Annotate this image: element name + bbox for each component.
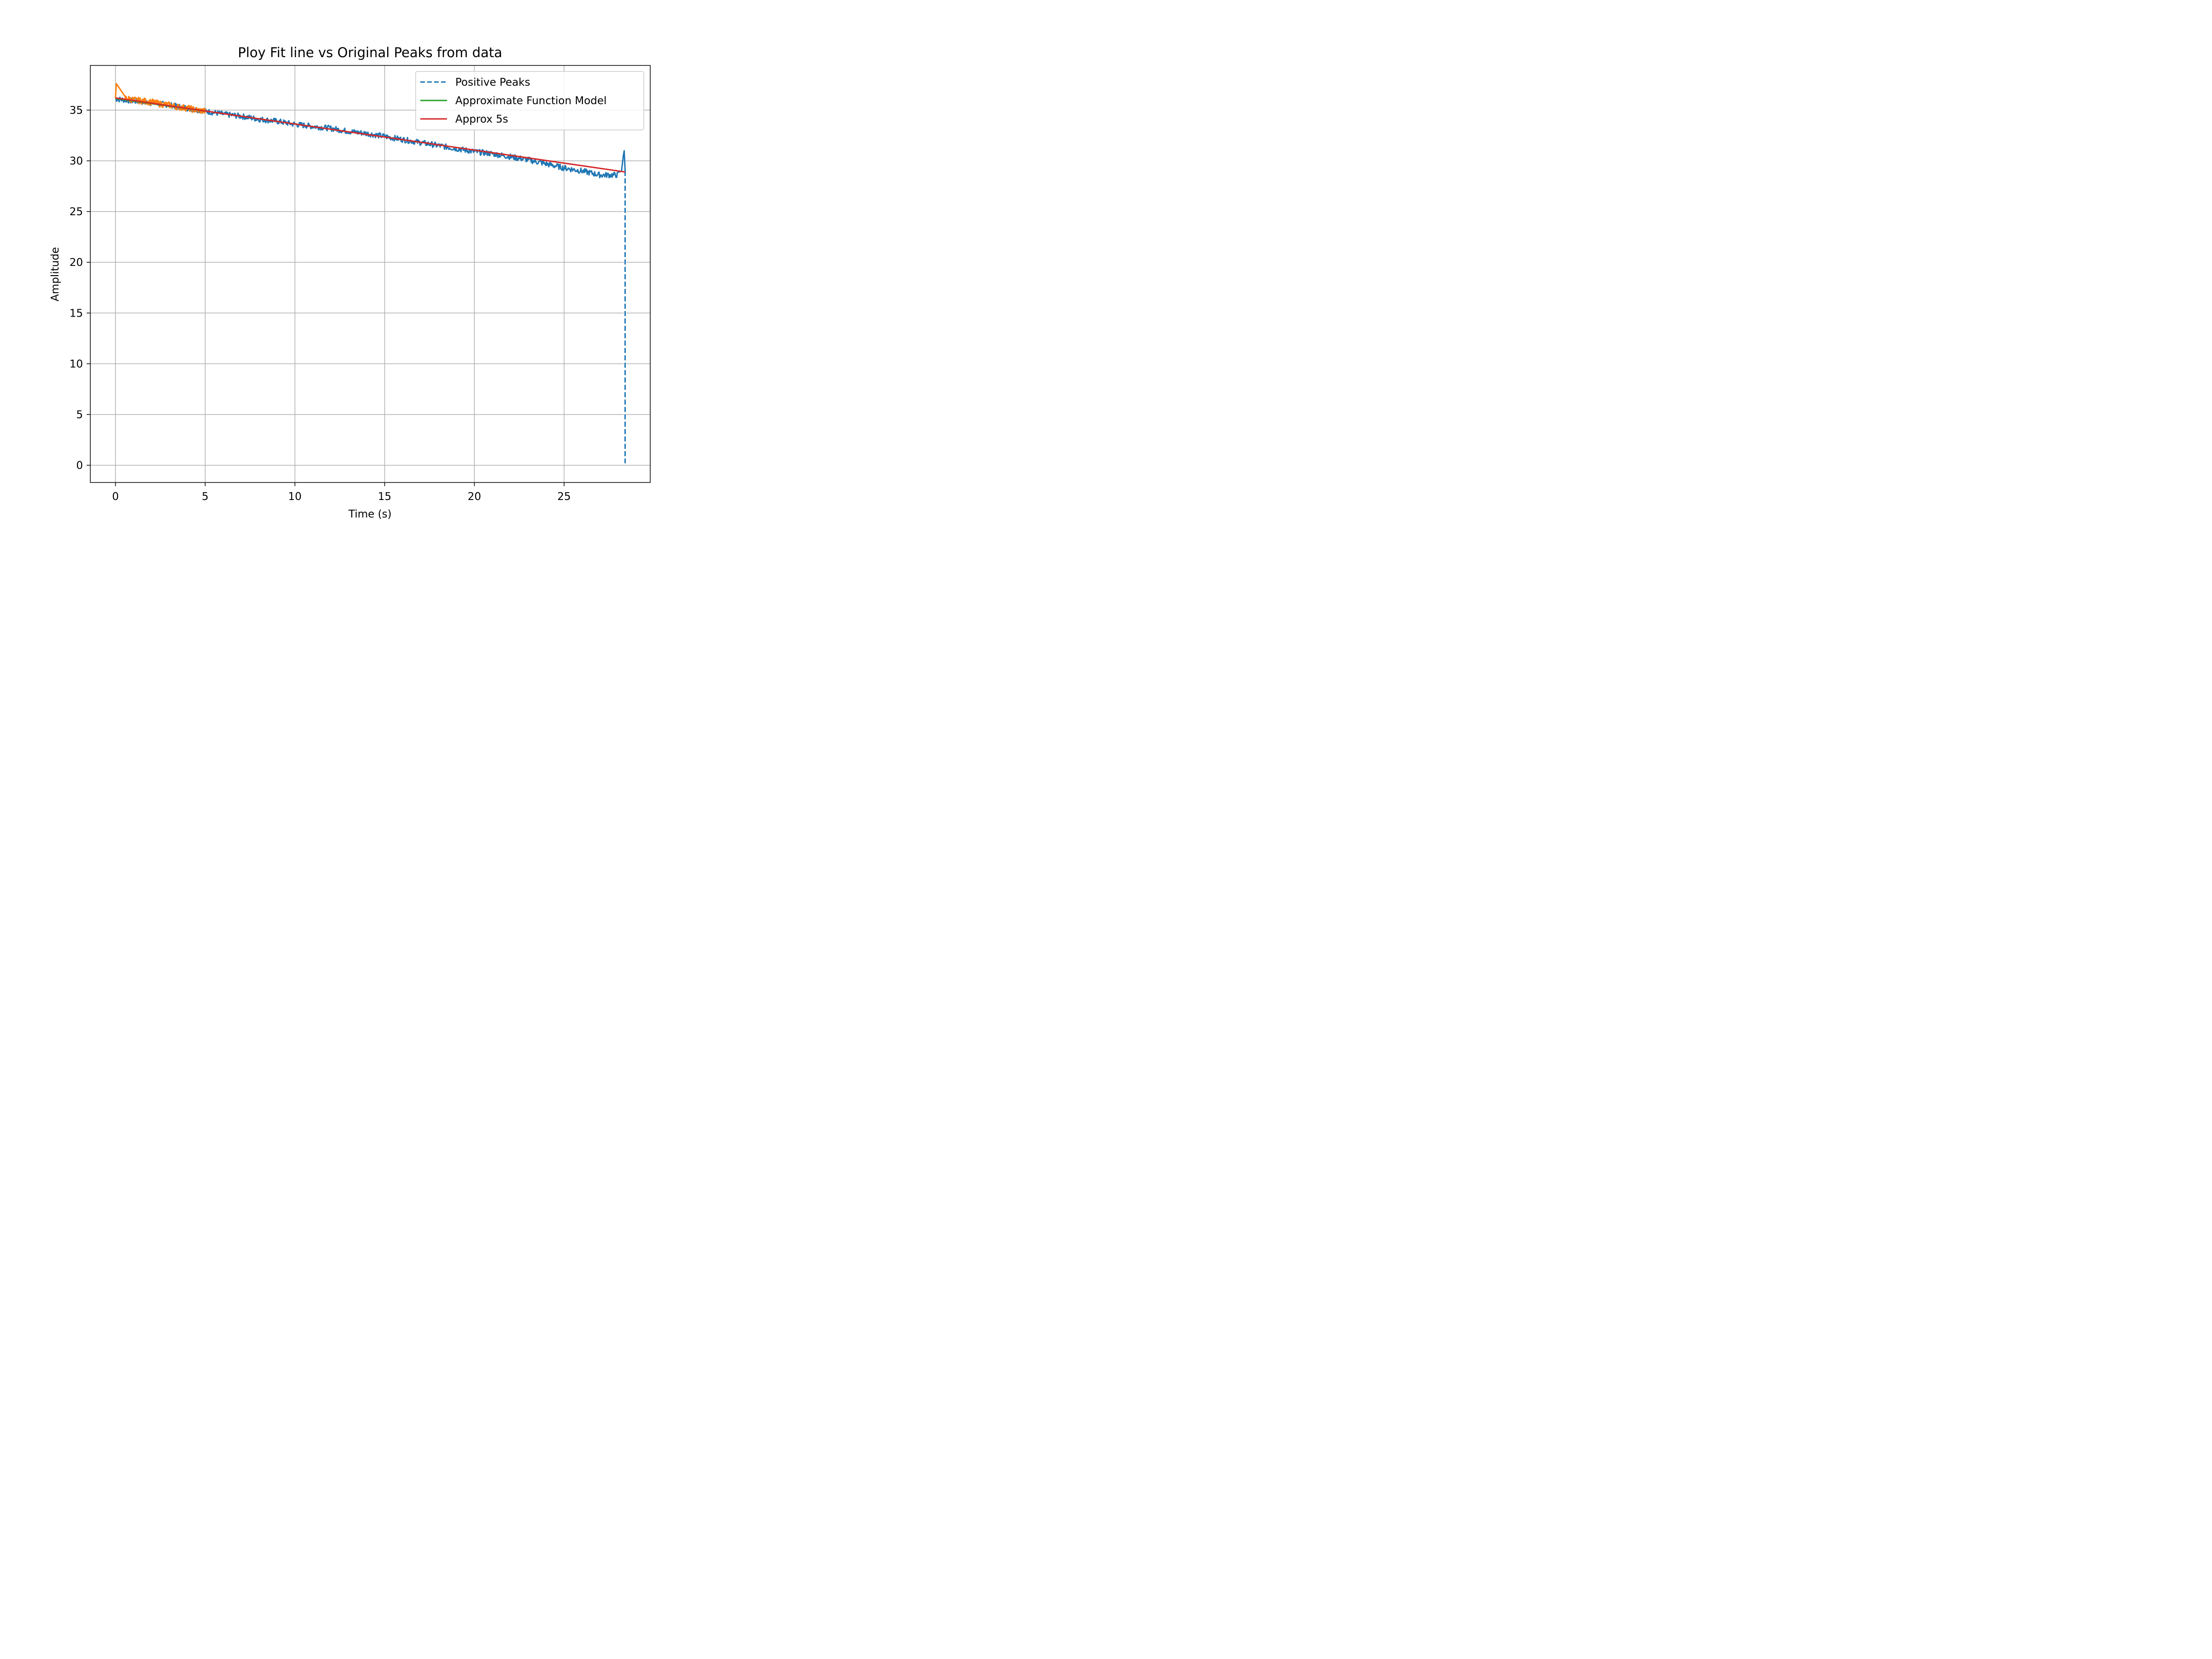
y-tick-label: 30 <box>70 155 83 167</box>
legend-box <box>415 71 644 130</box>
y-tick-label: 10 <box>70 358 83 370</box>
y-tick-label: 5 <box>76 409 83 421</box>
series-line-approx-5s <box>115 97 625 173</box>
y-tick-label: 20 <box>70 257 83 269</box>
axis-ticks: 0 5 10 15 20 25 0 5 10 15 20 25 30 35 <box>70 105 571 503</box>
x-tick-label: 0 <box>112 491 119 503</box>
series-line-first-5s <box>115 83 206 114</box>
legend: Positive Peaks Approximate Function Mode… <box>415 71 644 130</box>
x-tick-label: 10 <box>288 491 301 503</box>
legend-label-positive-peaks: Positive Peaks <box>455 76 530 88</box>
x-axis-label: Time (s) <box>348 508 392 520</box>
x-tick-label: 25 <box>557 491 571 503</box>
x-tick-label: 15 <box>378 491 391 503</box>
y-tick-label: 25 <box>70 206 83 218</box>
y-axis-label: Amplitude <box>49 247 61 301</box>
x-tick-label: 20 <box>468 491 481 503</box>
x-tick-label: 5 <box>202 491 209 503</box>
line-chart: 0 5 10 15 20 25 0 5 10 15 20 25 30 35 Ploy Fit line v… <box>0 0 713 535</box>
y-tick-label: 35 <box>70 105 83 117</box>
chart-title: Ploy Fit line vs Original Peaks from dat… <box>238 45 502 60</box>
legend-label-approx-5s: Approx 5s <box>455 113 508 125</box>
chart-figure: 0 5 10 15 20 25 0 5 10 15 20 25 30 35 Ploy Fit line v… <box>0 0 713 535</box>
y-tick-label: 0 <box>76 460 83 472</box>
grid-lines <box>90 65 650 482</box>
y-tick-label: 15 <box>70 307 83 319</box>
series-group <box>115 83 626 464</box>
legend-label-approx-model: Approximate Function Model <box>455 95 606 107</box>
plot-frame <box>90 65 651 483</box>
